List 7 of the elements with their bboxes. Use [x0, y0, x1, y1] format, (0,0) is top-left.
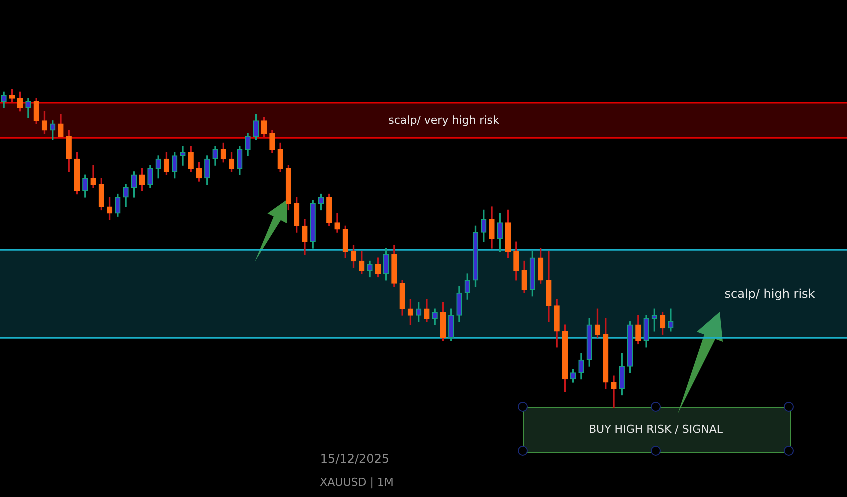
text: 15/12/2025 [320, 452, 390, 466]
candlestick [611, 376, 617, 408]
band-label: scalp/ very high risk [388, 114, 500, 127]
candlestick [180, 146, 186, 166]
band-label: scalp/ high risk [724, 287, 816, 302]
text: XAUUSD | 1M [320, 476, 394, 489]
text: BUY HIGH RISK / SIGNAL [588, 422, 724, 436]
